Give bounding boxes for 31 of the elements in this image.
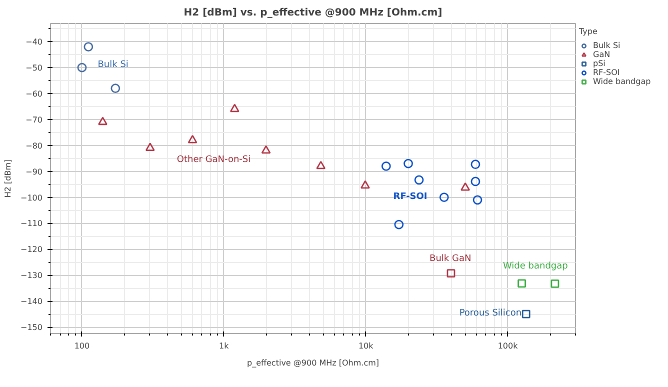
y-tick-label: −90 bbox=[26, 167, 43, 176]
y-tick-label: −70 bbox=[26, 115, 43, 124]
annotation: Wide bandgap bbox=[502, 262, 568, 272]
y-tick-label: −100 bbox=[20, 193, 43, 202]
legend-title: Type bbox=[579, 27, 598, 36]
legend-label: GaN bbox=[593, 50, 612, 59]
legend-label: Bulk Si bbox=[593, 41, 620, 50]
y-tick-label: −40 bbox=[26, 38, 43, 47]
x-axis-title: p_effective @900 MHz [Ohm.cm] bbox=[247, 358, 379, 368]
annotation: Porous Silicon bbox=[459, 308, 522, 319]
y-tick-label: −60 bbox=[26, 90, 43, 99]
y-tick-label: −80 bbox=[26, 141, 43, 150]
y-tick-label: −140 bbox=[20, 297, 43, 306]
annotation: Bulk Si bbox=[98, 60, 128, 70]
x-tick-label: 1k bbox=[219, 342, 230, 350]
y-tick-label: −150 bbox=[20, 323, 43, 332]
legend-label: RF-SOI bbox=[593, 68, 620, 77]
y-tick-label: −110 bbox=[20, 219, 43, 228]
x-tick-label: 10k bbox=[358, 342, 374, 350]
chart-title: H2 [dBm] vs. p_effective @900 MHz [Ohm.cm] bbox=[184, 8, 442, 18]
annotation: Bulk GaN bbox=[430, 254, 472, 264]
y-tick-label: −130 bbox=[20, 271, 43, 280]
y-tick-label: −50 bbox=[26, 64, 43, 73]
x-tick-label: 100 bbox=[74, 342, 90, 350]
legend-label: Wide bandgap bbox=[593, 77, 651, 86]
x-tick-label: 100k bbox=[498, 342, 518, 350]
legend-label: pSi bbox=[593, 59, 606, 68]
y-tick-label: −120 bbox=[20, 245, 43, 254]
y-axis-title: H2 [dBm] bbox=[4, 159, 13, 198]
annotation: RF-SOI bbox=[393, 192, 428, 202]
annotation: Other GaN-on-Si bbox=[176, 155, 251, 166]
